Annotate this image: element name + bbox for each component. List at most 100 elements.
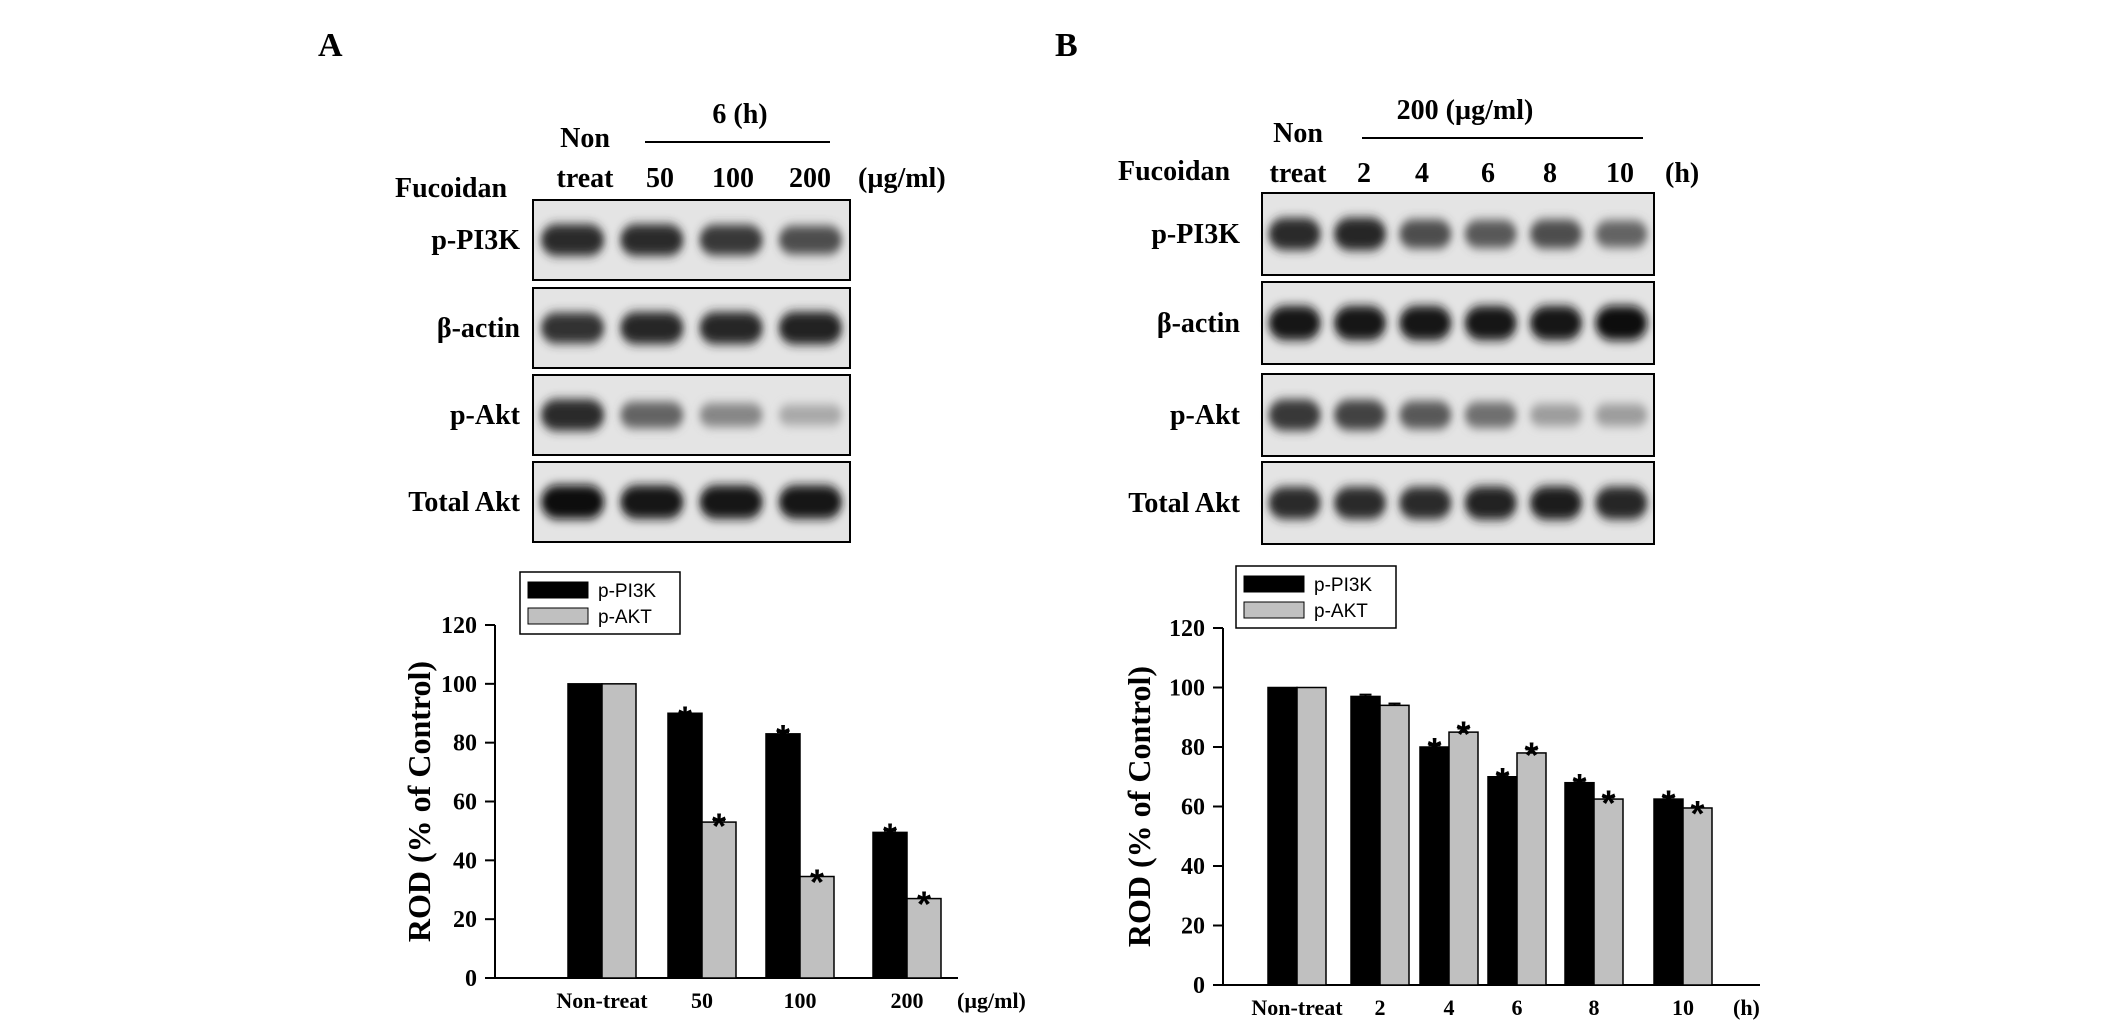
y-tick-label: 100 <box>441 672 477 698</box>
bar <box>872 831 908 979</box>
y-tick-label: 100 <box>1169 676 1205 702</box>
blot-band <box>540 399 605 431</box>
x-unit-label: (h) <box>1733 995 1760 1020</box>
bar <box>1593 798 1624 986</box>
y-tick-label: 80 <box>453 731 477 757</box>
significance-marker: * <box>1690 793 1704 834</box>
lane-label: 50 <box>646 163 674 194</box>
bar <box>765 733 801 979</box>
panel-b-non-treat-top: Non <box>1273 118 1323 149</box>
blot-band <box>1268 305 1321 341</box>
bar <box>799 875 835 979</box>
blot-row: β-actin <box>437 287 851 369</box>
y-tick-label: 120 <box>1169 616 1205 642</box>
bar <box>1682 807 1713 986</box>
blot-row-label: β-actin <box>437 313 521 344</box>
significance-marker: * <box>1661 782 1675 823</box>
panel-a-non-treat-bottom: treat <box>557 163 615 194</box>
x-unit-label: (µg/ml) <box>957 988 1026 1013</box>
significance-marker: * <box>883 816 897 857</box>
lane-label: 6 <box>1481 158 1495 189</box>
x-tick-label: 2 <box>1375 995 1386 1020</box>
blot-band <box>1595 404 1648 426</box>
bar <box>1564 781 1595 986</box>
legend-swatch <box>1243 601 1305 619</box>
blot-strip <box>1261 192 1655 276</box>
blot-band <box>540 312 605 344</box>
blot-band <box>1529 219 1583 249</box>
significance-marker: * <box>917 884 931 925</box>
blot-row-label: β-actin <box>1157 308 1241 339</box>
blot-band <box>1333 305 1387 341</box>
legend-swatch <box>527 607 589 625</box>
blot-band <box>1529 486 1583 520</box>
significance-marker: * <box>810 862 824 903</box>
lane-label: 4 <box>1415 158 1429 189</box>
legend-swatch <box>1243 575 1305 593</box>
significance-marker: * <box>776 717 790 758</box>
blot-band <box>1333 486 1387 520</box>
blot-row-label: Total Akt <box>1128 488 1240 519</box>
significance-marker: * <box>1524 734 1538 775</box>
blot-band <box>778 485 843 519</box>
panel-a: A Non treat Fucoidan 6 (h) 50 100 200 (µg/… <box>318 27 1026 1013</box>
lane-label: 8 <box>1543 158 1557 189</box>
blot-band <box>1464 401 1517 429</box>
panel-b-letter: B <box>1055 27 1078 64</box>
panel-a-blot: Non treat Fucoidan 6 (h) 50 100 200 (µg/ml… <box>395 99 946 543</box>
x-tick-label: Non-treat <box>556 988 648 1013</box>
legend: p-PI3K p-AKT <box>519 571 681 635</box>
blot-band <box>620 312 684 344</box>
y-tick-label: 60 <box>453 790 477 816</box>
bar <box>601 683 637 979</box>
legend-label: p-PI3K <box>1314 575 1372 596</box>
significance-marker: * <box>1456 714 1470 755</box>
blot-band <box>1464 305 1517 341</box>
x-tick-label: 100 <box>784 988 817 1013</box>
bar <box>1516 752 1547 986</box>
blot-row-label: Total Akt <box>408 487 520 518</box>
y-tick-label: 60 <box>1181 795 1205 821</box>
panel-a-treatment-label: Fucoidan <box>395 173 507 204</box>
panel-b-treatment-label: Fucoidan <box>1118 156 1230 187</box>
bar <box>906 897 942 979</box>
blot-row: β-actin <box>1157 281 1655 365</box>
blot-strip <box>1261 281 1655 365</box>
significance-marker: * <box>712 805 726 846</box>
blot-band <box>1595 486 1648 520</box>
significance-marker: * <box>1427 730 1441 771</box>
blot-band <box>699 403 763 427</box>
blot-row: p-PI3K <box>1151 192 1655 276</box>
panel-b-blot: Non treat Fucoidan 200 (µg/ml) 2 4 6 8 10 (h… <box>1118 95 1699 545</box>
panel-b-non-treat-bottom: treat <box>1270 158 1328 189</box>
bar <box>1379 704 1410 986</box>
panel-b-blot-rows: p-PI3K β-actin p-Akt Total Akt <box>1128 192 1655 545</box>
blot-band <box>778 311 843 345</box>
blot-band <box>1268 486 1321 520</box>
legend-label: p-PI3K <box>598 581 656 602</box>
y-tick-label: 40 <box>453 848 477 874</box>
blot-band <box>1595 305 1648 341</box>
blot-band <box>540 485 605 519</box>
significance-marker: * <box>1572 766 1586 807</box>
blot-band <box>1333 217 1387 251</box>
y-tick-label: 0 <box>465 966 477 992</box>
blot-row-label: p-PI3K <box>1151 219 1240 250</box>
blot-band <box>1529 305 1583 341</box>
bar <box>1350 695 1381 986</box>
blot-band <box>1399 219 1452 249</box>
x-tick-label: 50 <box>691 988 713 1013</box>
y-tick-label: 0 <box>1193 973 1205 999</box>
panel-a-letter: A <box>318 27 343 64</box>
blot-row-label: p-PI3K <box>431 225 520 256</box>
blot-row: p-PI3K <box>431 199 851 281</box>
y-tick-label: 80 <box>1181 735 1205 761</box>
blot-band <box>1529 404 1583 426</box>
y-tick-label: 120 <box>441 613 477 639</box>
blot-row: Total Akt <box>408 461 851 543</box>
significance-marker: * <box>678 698 692 739</box>
blot-row: p-Akt <box>450 374 851 456</box>
blot-row: Total Akt <box>1128 461 1655 545</box>
